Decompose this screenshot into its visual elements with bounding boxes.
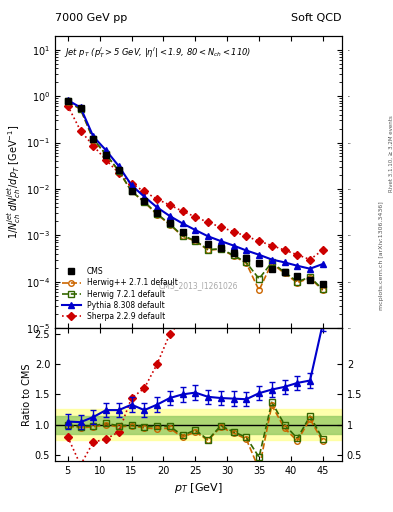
- Bar: [55, 410, 342, 440]
- Text: Rivet 3.1.10, ≥ 3.2M events: Rivet 3.1.10, ≥ 3.2M events: [389, 115, 393, 192]
- Y-axis label: Ratio to CMS: Ratio to CMS: [22, 363, 32, 425]
- Text: 7000 GeV pp: 7000 GeV pp: [55, 13, 127, 23]
- Text: CMS_2013_I1261026: CMS_2013_I1261026: [159, 281, 238, 290]
- Text: Soft QCD: Soft QCD: [292, 13, 342, 23]
- Text: Jet $p_T$ ($p_T^l$$>$5 GeV, $|\eta^l|$$<$1.9, 80$<$$N_{ch}$$<$110): Jet $p_T$ ($p_T^l$$>$5 GeV, $|\eta^l|$$<…: [64, 45, 251, 59]
- Bar: [55, 416, 342, 434]
- Y-axis label: $1/N_{ch}^{jet}\,dN_{ch}^{jet}/dp_T$ [GeV$^{-1}$]: $1/N_{ch}^{jet}\,dN_{ch}^{jet}/dp_T$ [Ge…: [6, 125, 23, 239]
- Text: mcplots.cern.ch [arXiv:1306.3436]: mcplots.cern.ch [arXiv:1306.3436]: [379, 202, 384, 310]
- X-axis label: $p_T$ [GeV]: $p_T$ [GeV]: [174, 481, 223, 495]
- Legend: CMS, Herwig++ 2.7.1 default, Herwig 7.2.1 default, Pythia 8.308 default, Sherpa : CMS, Herwig++ 2.7.1 default, Herwig 7.2.…: [59, 264, 181, 324]
